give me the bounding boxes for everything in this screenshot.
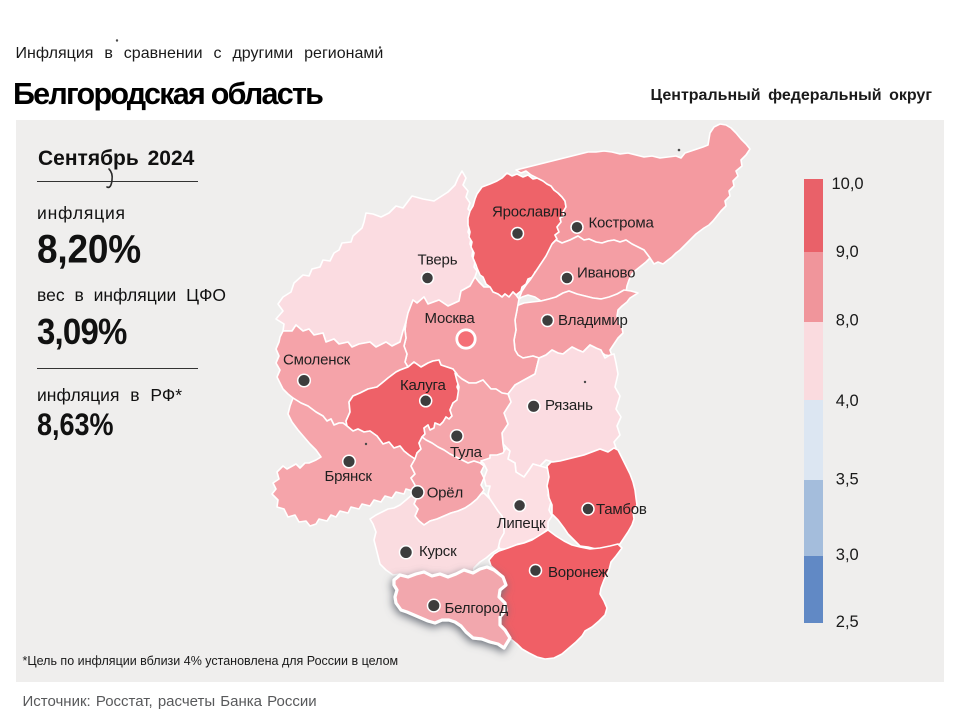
svg-text:Брянск: Брянск — [325, 468, 373, 485]
svg-text:10,0: 10,0 — [832, 175, 864, 193]
svg-text:9,0: 9,0 — [836, 243, 859, 261]
svg-text:4,0: 4,0 — [836, 392, 859, 410]
svg-text:Владимир: Владимир — [558, 312, 628, 329]
svg-text:8,0: 8,0 — [836, 312, 859, 330]
svg-text:Липецк: Липецк — [497, 515, 546, 532]
svg-text:Рязань: Рязань — [545, 397, 593, 414]
svg-text:3,5: 3,5 — [836, 471, 859, 489]
svg-text:Смоленск: Смоленск — [283, 352, 351, 369]
svg-text:Иваново: Иваново — [577, 265, 635, 282]
svg-text:Белгород: Белгород — [445, 600, 509, 617]
svg-text:Тамбов: Тамбов — [596, 501, 647, 518]
svg-text:Калуга: Калуга — [400, 377, 446, 394]
svg-text:Москва: Москва — [425, 310, 476, 327]
svg-text:Кострома: Кострома — [589, 215, 655, 232]
svg-text:2,5: 2,5 — [836, 613, 859, 631]
svg-text:Тула: Тула — [450, 444, 483, 461]
svg-text:Тверь: Тверь — [418, 251, 458, 268]
svg-text:Воронеж: Воронеж — [548, 564, 608, 581]
svg-text:Орёл: Орёл — [427, 485, 463, 502]
svg-text:Курск: Курск — [419, 543, 457, 560]
svg-text:3,0: 3,0 — [836, 546, 859, 564]
svg-text:Ярославль: Ярославль — [492, 204, 567, 221]
